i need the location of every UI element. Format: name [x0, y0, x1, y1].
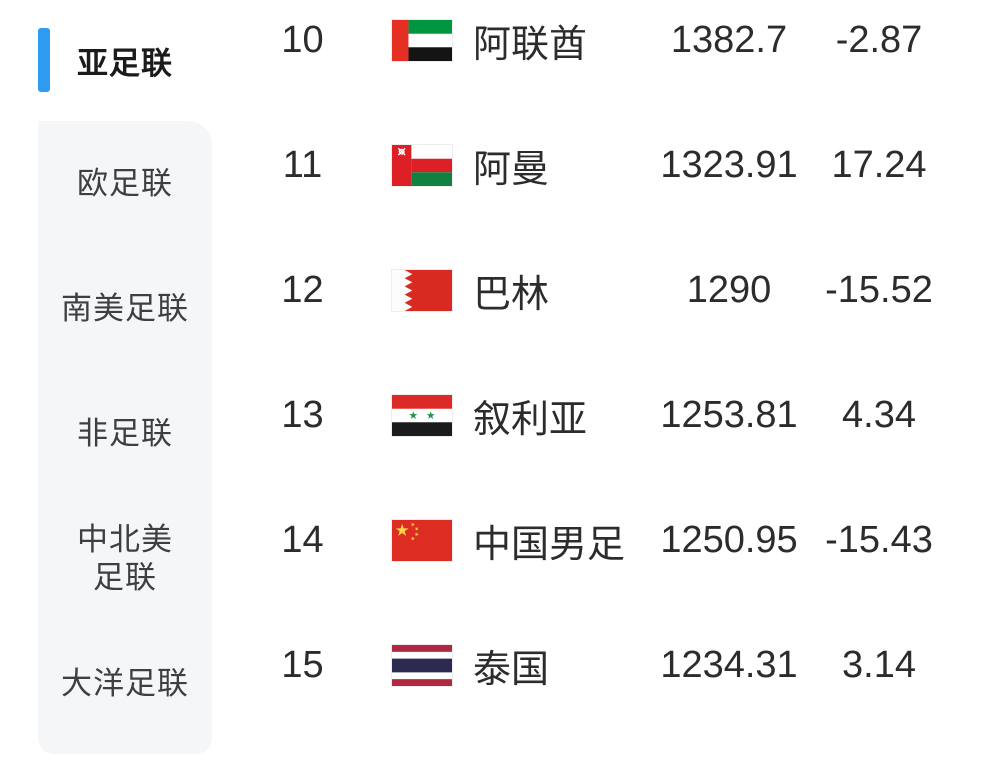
- uae-flag-icon: [391, 19, 455, 62]
- table-row[interactable]: 12 巴林 1290 -15.52: [250, 228, 994, 353]
- team-name: 阿联酋: [473, 24, 588, 66]
- team-name: 阿曼: [473, 149, 550, 191]
- change-value: -15.52: [825, 269, 933, 311]
- points-value: 1323.91: [660, 144, 798, 186]
- sidebar-item-label: 亚足联: [77, 46, 173, 81]
- team-name: 泰国: [473, 649, 550, 691]
- sidebar-item-label: 非足联: [77, 415, 173, 451]
- sidebar-item-label: 大洋足联: [61, 665, 189, 701]
- rank-value: 15: [281, 644, 324, 686]
- team-name: 叙利亚: [473, 399, 588, 441]
- rank-value: 11: [282, 144, 323, 186]
- table-row[interactable]: 13 叙利亚 1253.81 4.34: [250, 353, 994, 478]
- confederation-sidebar: 亚足联 欧足联 南美足联 非足联 中北美 足联 大洋足联: [38, 0, 212, 760]
- points-value: 1234.31: [660, 644, 798, 686]
- sidebar-item-afc[interactable]: 亚足联: [38, 0, 212, 121]
- table-row[interactable]: 11 阿曼 1323.91 17.24: [250, 103, 994, 228]
- rank-value: 13: [281, 394, 324, 436]
- team-name: 中国男足: [473, 524, 626, 566]
- change-value: -2.87: [835, 19, 923, 61]
- rank-value: 10: [281, 19, 324, 61]
- change-value: 4.34: [842, 394, 916, 436]
- active-tab-indicator: [38, 28, 50, 92]
- sidebar-item-caf[interactable]: 非足联: [38, 371, 212, 496]
- sidebar-item-uefa[interactable]: 欧足联: [38, 121, 212, 246]
- rank-value: 12: [281, 269, 324, 311]
- rank-value: 14: [281, 519, 324, 561]
- table-row[interactable]: 15 泰国 1234.31 3.14: [250, 603, 994, 728]
- sidebar-item-ofc[interactable]: 大洋足联: [38, 621, 212, 746]
- table-row[interactable]: 10 阿联酋 1382.7 -2.87: [250, 0, 994, 103]
- team-name: 巴林: [473, 274, 550, 316]
- syria-flag-icon: [391, 394, 455, 437]
- sidebar-item-conmebol[interactable]: 南美足联: [38, 246, 212, 371]
- sidebar-panel: 欧足联 南美足联 非足联 中北美 足联 大洋足联: [38, 121, 212, 754]
- points-value: 1382.7: [670, 19, 788, 61]
- points-value: 1250.95: [660, 519, 798, 561]
- sidebar-item-concacaf[interactable]: 中北美 足联: [38, 496, 212, 621]
- sidebar-item-label: 欧足联: [77, 165, 173, 201]
- bahrain-flag-icon: [391, 269, 455, 312]
- sidebar-item-label: 中北美 足联: [77, 521, 173, 595]
- ranking-table: 10 阿联酋 1382.7 -2.87 11: [250, 0, 994, 728]
- change-value: 3.14: [842, 644, 916, 686]
- change-value: -15.43: [825, 519, 933, 561]
- china-flag-icon: [391, 519, 455, 562]
- thailand-flag-icon: [391, 644, 455, 687]
- table-row[interactable]: 14 中国男足 1250.95 -15.43: [250, 478, 994, 603]
- oman-flag-icon: [391, 144, 455, 187]
- points-value: 1253.81: [660, 394, 798, 436]
- change-value: 17.24: [831, 144, 927, 186]
- points-value: 1290: [686, 269, 772, 311]
- sidebar-item-label: 南美足联: [61, 290, 189, 326]
